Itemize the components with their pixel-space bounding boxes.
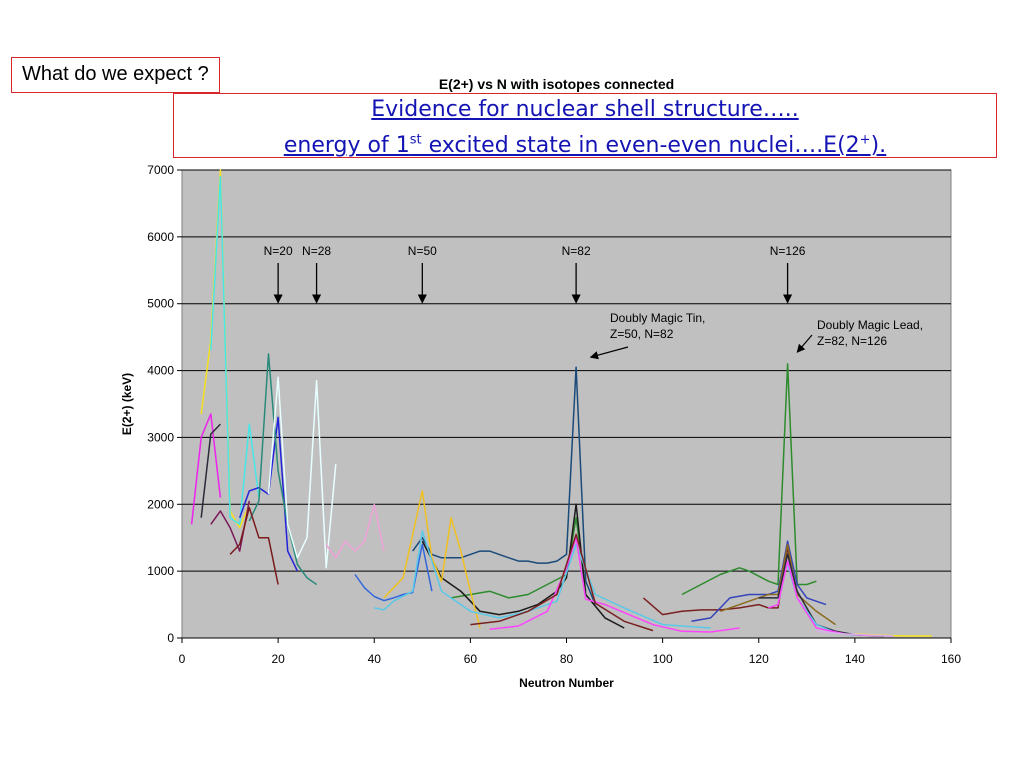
series-line-27 xyxy=(816,630,894,637)
magic-label-126: N=126 xyxy=(770,244,806,258)
series-line-7 xyxy=(248,353,318,586)
annotation-2-line-1: Doubly Magic Lead, xyxy=(817,318,923,332)
chart-title: E(2+) vs N with isotopes connected xyxy=(439,76,674,92)
x-tick-label: 20 xyxy=(271,652,285,666)
annotation-2-line-2: Z=82, N=126 xyxy=(817,334,887,348)
series-line-22 xyxy=(720,543,837,626)
slide-title-box: Evidence for nuclear shell structure….. … xyxy=(173,93,997,158)
y-tick-label: 2000 xyxy=(147,497,174,511)
series-line-9 xyxy=(229,506,279,585)
series-line-14 xyxy=(383,490,481,629)
y-tick-label: 5000 xyxy=(147,297,174,311)
magic-label-50: N=50 xyxy=(408,244,437,258)
annotation-1-line-1: Doubly Magic Tin, xyxy=(610,311,705,325)
x-tick-label: 100 xyxy=(653,652,673,666)
series-line-4 xyxy=(200,423,221,518)
slide-title-line1: Evidence for nuclear shell structure….. xyxy=(371,97,799,122)
series-line-12 xyxy=(450,516,587,599)
series-line-11 xyxy=(412,366,596,605)
x-tick-label: 0 xyxy=(179,652,186,666)
y-tick-label: 7000 xyxy=(147,163,174,177)
y-axis-label: E(2+) (keV) xyxy=(120,373,134,435)
question-box: What do we expect ? xyxy=(11,57,220,93)
series-line-10 xyxy=(325,503,385,559)
x-tick-label: 120 xyxy=(749,652,769,666)
x-tick-label: 60 xyxy=(464,652,478,666)
series-line-8 xyxy=(267,376,337,569)
annotation-arrow-2 xyxy=(796,334,813,353)
annotation-arrow-1 xyxy=(589,346,629,360)
question-text: What do we expect ? xyxy=(22,63,209,85)
y-tick-label: 1000 xyxy=(147,564,174,578)
x-tick-label: 140 xyxy=(845,652,865,666)
x-axis-label: Neutron Number xyxy=(519,676,614,690)
series-line-19 xyxy=(681,363,817,596)
series-line-3 xyxy=(190,413,222,525)
magic-label-28: N=28 xyxy=(302,244,331,258)
magic-label-20: N=20 xyxy=(264,244,293,258)
series-line-21 xyxy=(691,540,827,623)
x-tick-label: 80 xyxy=(560,652,574,666)
y-tick-label: 0 xyxy=(167,631,174,645)
magic-label-82: N=82 xyxy=(562,244,591,258)
x-tick-label: 40 xyxy=(368,652,382,666)
series-line-16 xyxy=(374,530,711,629)
y-tick-label: 3000 xyxy=(147,430,174,444)
series-line-18 xyxy=(470,533,654,632)
series-line-2 xyxy=(210,175,260,526)
y-tick-label: 6000 xyxy=(147,230,174,244)
y-tick-label: 4000 xyxy=(147,364,174,378)
annotation-1-line-2: Z=50, N=82 xyxy=(610,327,674,341)
x-tick-label: 160 xyxy=(941,652,961,666)
slide-title-line2: energy of 1st excited state in even-even… xyxy=(283,133,887,159)
plot-area xyxy=(181,169,952,639)
series-line-15 xyxy=(354,543,433,602)
